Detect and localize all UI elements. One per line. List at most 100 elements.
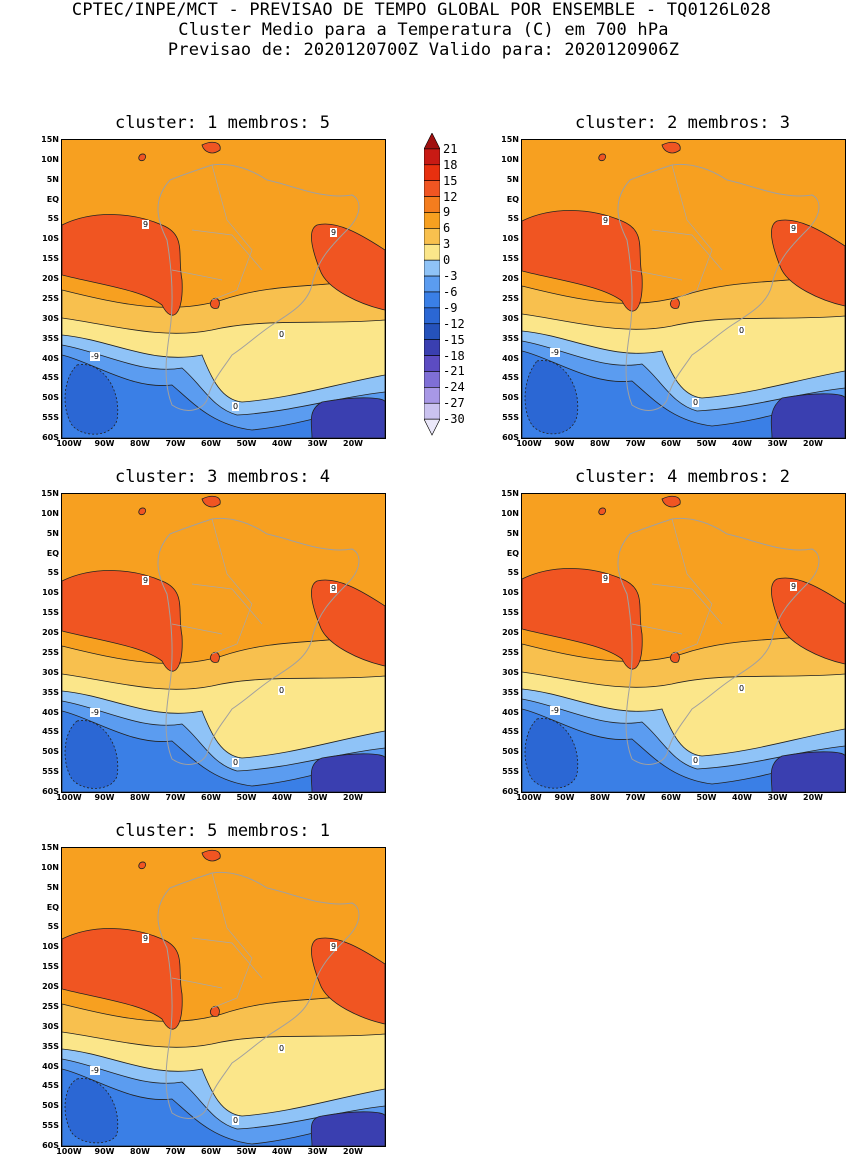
lat-tick-label: 15N	[501, 489, 519, 498]
lat-tick-label: 10N	[41, 862, 59, 872]
contour-label: 9	[790, 224, 798, 233]
lon-tick-label: 50W	[236, 1147, 257, 1156]
contour-label: 9	[330, 942, 338, 951]
colorbar-label: 3	[443, 237, 451, 252]
lon-tick-label: 100W	[516, 793, 542, 802]
lon-tick-label: 70W	[625, 793, 646, 802]
lon-tick-label: 90W	[94, 439, 115, 448]
lat-tick-label: 60S	[502, 787, 519, 796]
lat-tick-label: 15S	[42, 608, 59, 618]
lat-tick-label: 5S	[47, 214, 59, 224]
lat-tick-label: 25S	[42, 293, 59, 303]
lon-tick-label: 30W	[307, 1147, 328, 1156]
lon-tick-label: 90W	[554, 793, 575, 802]
lat-tick-label: 5S	[507, 568, 519, 578]
lat-tick-label: 30S	[42, 1021, 59, 1031]
lon-tick-label: 50W	[696, 793, 717, 802]
contour-label: 9	[790, 582, 798, 591]
lon-tick-label: 40W	[272, 793, 292, 802]
lat-tick-label: 40S	[42, 353, 59, 363]
colorbar-swatch	[424, 212, 440, 229]
map-panel: 9 9 0 -9 0	[61, 139, 386, 439]
map-panel: 9 9 0 -9 0	[521, 139, 846, 439]
map-panel: 9 9 0 -9 0	[521, 493, 846, 793]
contour-label: 9	[602, 216, 610, 225]
temperature-map	[62, 494, 385, 792]
lon-tick-label: 70W	[165, 793, 186, 802]
lat-tick-label: 10S	[42, 234, 59, 244]
contour-label: -9	[90, 352, 100, 361]
contour-label: 0	[278, 330, 286, 339]
lat-tick-label: 5S	[47, 568, 59, 578]
map-panel: 9 9 0 -9 0	[61, 847, 386, 1147]
lat-tick-label: 10S	[42, 588, 59, 598]
lon-tick-label: 40W	[732, 439, 752, 448]
colorbar-label: -9	[443, 300, 458, 315]
lon-tick-label: 50W	[236, 439, 257, 448]
lat-tick-label: 10S	[502, 234, 519, 244]
lon-tick-label: 40W	[272, 1147, 292, 1156]
lon-tick-label: 20W	[343, 439, 363, 448]
lat-tick-label: 10N	[501, 154, 519, 164]
lat-tick-label: 10N	[501, 508, 519, 518]
colorbar-label: -21	[443, 364, 465, 379]
colorbar-label: 12	[443, 189, 458, 204]
lat-tick-label: 15S	[42, 254, 59, 264]
lat-tick-label: 45S	[502, 373, 519, 383]
lat-tick-label: 55S	[42, 1121, 59, 1131]
lat-tick-label: EQ	[46, 194, 59, 204]
lon-tick-label: 60W	[201, 1147, 221, 1156]
lat-tick-label: 50S	[42, 1101, 59, 1111]
colorbar-swatch	[424, 148, 440, 166]
lat-tick-label: 30S	[42, 667, 59, 677]
lat-tick-label: 60S	[42, 1141, 59, 1150]
colorbar-swatch	[424, 418, 440, 436]
lat-tick-label: EQ	[506, 194, 519, 204]
lat-tick-label: 55S	[502, 413, 519, 423]
temperature-map	[522, 140, 845, 438]
colorbar-label: 6	[443, 221, 451, 236]
contour-label: -9	[90, 708, 100, 717]
colorbar-label: -12	[443, 316, 465, 331]
lat-tick-label: 50S	[42, 747, 59, 757]
lat-tick-label: 30S	[42, 313, 59, 323]
lat-tick-label: 10N	[41, 508, 59, 518]
lon-tick-label: 50W	[696, 439, 717, 448]
lat-tick-label: 5N	[506, 174, 519, 184]
lat-tick-label: 55S	[502, 767, 519, 777]
lon-tick-label: 40W	[272, 439, 292, 448]
colorbar-swatch	[424, 387, 440, 404]
contour-label: -9	[90, 1066, 100, 1075]
lat-tick-label: 5N	[46, 528, 59, 538]
lat-tick-label: EQ	[46, 548, 59, 558]
contour-label: 0	[232, 758, 240, 767]
lat-tick-label: 15S	[502, 254, 519, 264]
lat-tick-label: 35S	[502, 333, 519, 343]
lon-tick-label: 20W	[803, 793, 823, 802]
colorbar-label: -3	[443, 269, 458, 284]
lon-tick-label: 20W	[803, 439, 823, 448]
lat-tick-label: 15N	[501, 135, 519, 144]
colorbar	[424, 133, 440, 436]
contour-label: 9	[330, 228, 338, 237]
colorbar-swatch	[424, 291, 440, 309]
lon-tick-label: 20W	[343, 1147, 363, 1156]
lat-tick-label: 40S	[42, 1061, 59, 1071]
lat-tick-label: 10S	[502, 588, 519, 598]
lat-tick-label: 20S	[42, 628, 59, 638]
lat-tick-label: 30S	[502, 313, 519, 323]
lon-tick-label: 80W	[130, 793, 150, 802]
lon-tick-label: 30W	[307, 793, 328, 802]
lon-tick-label: 30W	[307, 439, 328, 448]
contour-label: 9	[142, 220, 150, 229]
contour-label: -9	[550, 348, 560, 357]
lon-tick-label: 50W	[236, 793, 257, 802]
colorbar-swatch	[424, 371, 440, 388]
lat-tick-label: 35S	[502, 687, 519, 697]
lon-tick-label: 70W	[165, 1147, 186, 1156]
colorbar-swatch	[424, 180, 440, 197]
colorbar-swatch	[424, 402, 440, 420]
contour-label: 0	[738, 684, 746, 693]
lat-tick-label: 50S	[502, 393, 519, 403]
temperature-map	[522, 494, 845, 792]
